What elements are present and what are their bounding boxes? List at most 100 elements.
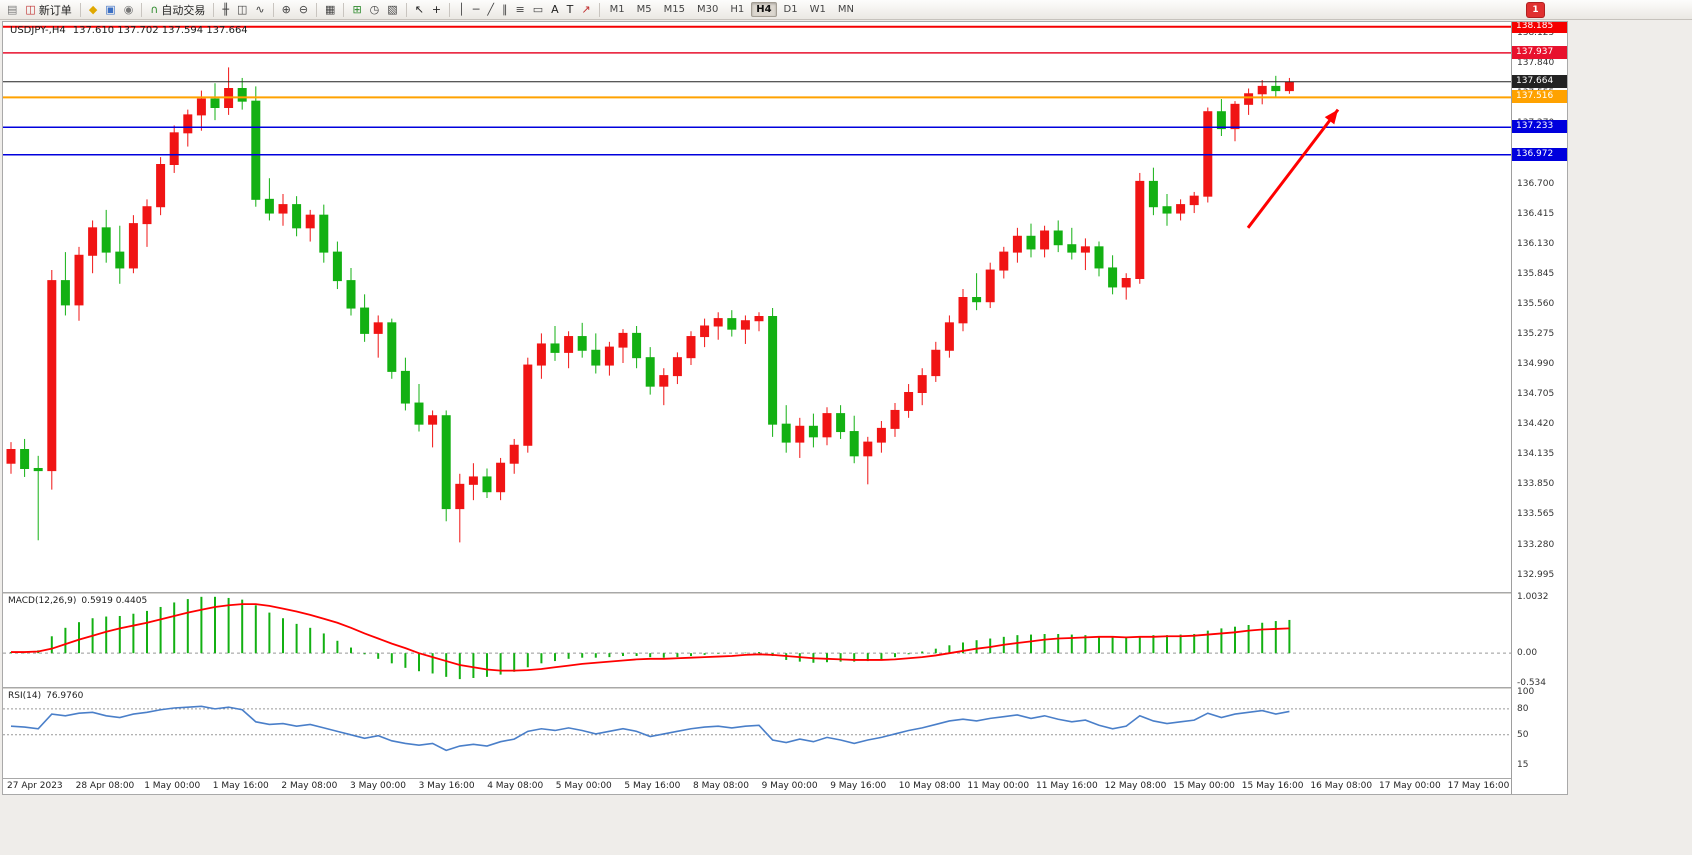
rsi-line bbox=[10, 705, 1290, 752]
channel-button[interactable]: ∥ bbox=[499, 2, 511, 18]
price-tick-label: 138.125 bbox=[1517, 28, 1555, 39]
panel-separator[interactable] bbox=[3, 592, 1511, 594]
price-tag: 137.233 bbox=[1512, 120, 1567, 134]
toolbar-divider bbox=[316, 2, 318, 17]
toolbar-divider bbox=[598, 2, 600, 17]
toolbar-divider bbox=[141, 2, 143, 17]
horizontal-line-button[interactable]: ─ bbox=[470, 2, 483, 18]
tile-windows-icon: ▦ bbox=[325, 2, 336, 16]
panel-separator[interactable] bbox=[3, 687, 1511, 689]
date-label: 9 May 00:00 bbox=[761, 781, 818, 791]
auto-trading-button[interactable]: ∩ 自动交易 bbox=[147, 2, 208, 18]
date-label: 2 May 08:00 bbox=[281, 781, 338, 791]
bar-chart-button[interactable]: ╫ bbox=[219, 2, 232, 18]
date-label: 17 May 00:00 bbox=[1379, 781, 1441, 791]
price-tick-label: 135.845 bbox=[1517, 268, 1555, 279]
timeframe-m30[interactable]: M30 bbox=[696, 4, 719, 15]
date-label: 9 May 16:00 bbox=[830, 781, 887, 791]
new-chart-icon: ▤ bbox=[7, 2, 18, 16]
new-chart-button[interactable]: ▤ bbox=[4, 2, 20, 18]
notification-badge[interactable]: 1 bbox=[1527, 3, 1544, 17]
price-tick-label: 135.275 bbox=[1517, 328, 1555, 339]
rsi-title: RSI(14) 76.9760 bbox=[8, 691, 83, 701]
zoom-out-button[interactable]: ⊖ bbox=[296, 2, 311, 18]
rsi-label: RSI(14) bbox=[8, 691, 42, 701]
trendline-icon: ╱ bbox=[487, 2, 494, 16]
shapes-icon: ▭ bbox=[532, 2, 544, 16]
trendline-button[interactable]: ╱ bbox=[484, 2, 497, 18]
toolbar-divider bbox=[449, 2, 451, 17]
periods-button[interactable]: ◷ bbox=[367, 2, 383, 18]
arrows-icon: ↗ bbox=[581, 2, 591, 16]
price-tick-label: 133.280 bbox=[1517, 539, 1555, 550]
chart-title: USDJPY-,H4 137.610 137.702 137.594 137.66… bbox=[10, 25, 248, 36]
date-label: 17 May 16:00 bbox=[1447, 781, 1510, 791]
data-window-button[interactable]: ▣ bbox=[102, 2, 118, 18]
toolbar-divider bbox=[343, 2, 345, 17]
shapes-button[interactable]: ▭ bbox=[530, 2, 546, 18]
macd-label: MACD(12,26,9) bbox=[8, 596, 77, 606]
text-button[interactable]: A bbox=[548, 2, 562, 18]
price-tag: 137.664 bbox=[1512, 74, 1567, 88]
cursor-button[interactable]: ↖ bbox=[412, 2, 427, 18]
timeframe-m5[interactable]: M5 bbox=[636, 4, 652, 15]
candlestick-chart-icon: ◫ bbox=[236, 2, 248, 16]
line-chart-icon: ∿ bbox=[255, 2, 265, 16]
rsi-axis-label: 50 bbox=[1517, 729, 1529, 740]
history-center-icon: ◉ bbox=[123, 2, 134, 16]
line-chart-button[interactable]: ∿ bbox=[252, 2, 267, 18]
date-label: 1 May 16:00 bbox=[212, 781, 269, 791]
macd-histogram bbox=[10, 596, 1291, 680]
indicators-button[interactable]: ⊞ bbox=[349, 2, 364, 18]
rsi-axis-label: 15 bbox=[1517, 760, 1529, 771]
templates-icon: ▧ bbox=[387, 2, 398, 16]
templates-button[interactable]: ▧ bbox=[384, 2, 400, 18]
price-tick-label: 137.840 bbox=[1517, 58, 1555, 69]
channel-icon: ∥ bbox=[502, 2, 508, 16]
trend-arrow[interactable] bbox=[1246, 108, 1340, 229]
date-label: 12 May 08:00 bbox=[1104, 781, 1167, 791]
crosshair-button[interactable]: + bbox=[429, 2, 444, 18]
periods-icon: ◷ bbox=[369, 2, 380, 16]
timeframe-d1[interactable]: D1 bbox=[783, 4, 798, 15]
auto-trading-button-label: 自动交易 bbox=[161, 3, 206, 17]
macd-panel[interactable] bbox=[3, 594, 1511, 687]
history-center-button[interactable]: ◉ bbox=[121, 2, 137, 18]
metaeditor-icon: ◆ bbox=[88, 2, 98, 16]
horizontal-line-icon: ─ bbox=[472, 2, 480, 16]
price-tick-label: 134.135 bbox=[1517, 449, 1555, 460]
main-chart[interactable] bbox=[3, 22, 1511, 592]
timeframe-m15[interactable]: M15 bbox=[663, 4, 685, 15]
tile-windows-button[interactable]: ▦ bbox=[322, 2, 338, 18]
metaeditor-button[interactable]: ◆ bbox=[86, 2, 100, 18]
price-tag: 137.937 bbox=[1512, 45, 1567, 59]
date-label: 11 May 16:00 bbox=[1036, 781, 1098, 791]
label-button[interactable]: T bbox=[564, 2, 577, 18]
zoom-in-button[interactable]: ⊕ bbox=[279, 2, 294, 18]
timeframe-m1[interactable]: M1 bbox=[609, 4, 625, 15]
timeframe-h1[interactable]: H1 bbox=[730, 4, 745, 15]
toolbar-divider bbox=[79, 2, 81, 17]
new-order-button[interactable]: ◫ 新订单 bbox=[22, 2, 74, 18]
rsi-value: 76.9760 bbox=[46, 691, 84, 701]
cursor-icon: ↖ bbox=[414, 2, 424, 16]
timeframe-mn[interactable]: MN bbox=[837, 4, 854, 15]
date-label: 15 May 00:00 bbox=[1173, 781, 1235, 791]
indicators-icon: ⊞ bbox=[352, 2, 362, 16]
rsi-axis-label: 80 bbox=[1517, 703, 1529, 714]
fibonacci-button[interactable]: ≡ bbox=[513, 2, 528, 18]
macd-axis-label: -0.534 bbox=[1517, 678, 1547, 689]
macd-values: 0.5919 0.4405 bbox=[81, 596, 148, 606]
text-icon: A bbox=[551, 2, 559, 16]
vertical-line-button[interactable]: │ bbox=[455, 2, 468, 18]
fibonacci-icon: ≡ bbox=[515, 2, 525, 16]
chart-window: USDJPY-,H4 137.610 137.702 137.594 137.66… bbox=[2, 21, 1568, 795]
timeframe-h4[interactable]: H4 bbox=[751, 2, 777, 17]
candlestick-chart-button[interactable]: ◫ bbox=[234, 2, 250, 18]
rsi-panel[interactable] bbox=[3, 689, 1511, 778]
arrows-button[interactable]: ↗ bbox=[578, 2, 593, 18]
price-tick-label: 134.705 bbox=[1517, 389, 1555, 400]
price-tag: 136.972 bbox=[1512, 147, 1567, 161]
timeframe-w1[interactable]: W1 bbox=[809, 4, 826, 15]
